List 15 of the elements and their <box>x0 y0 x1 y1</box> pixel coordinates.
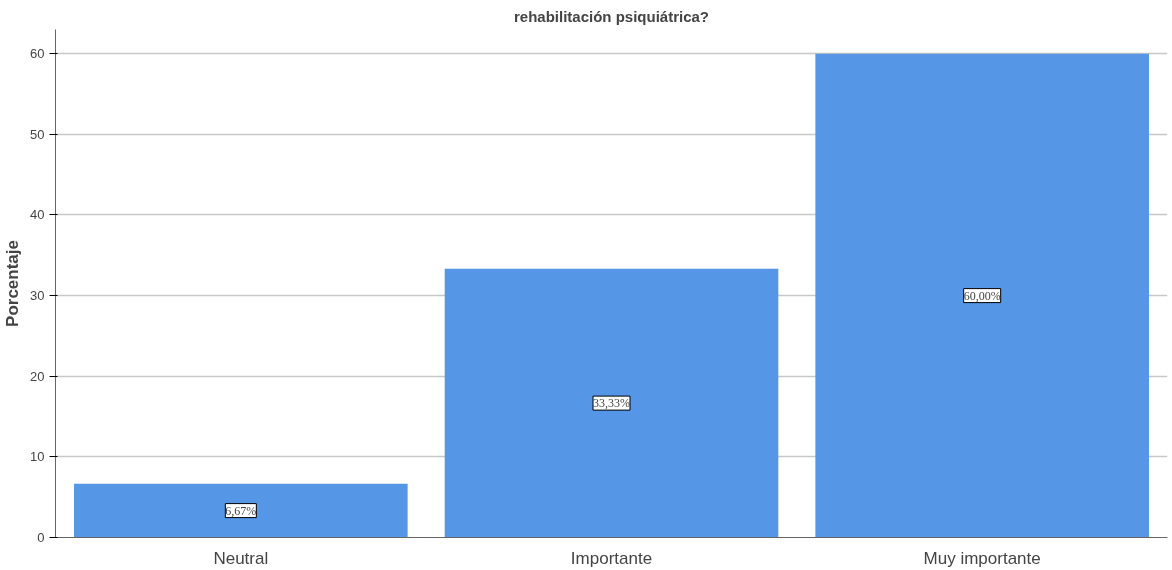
bar <box>74 483 408 538</box>
bar <box>444 268 779 538</box>
x-tick-label: Neutral <box>213 548 269 568</box>
y-axis-title: Porcentaje <box>3 240 23 327</box>
y-tick-label: 0 <box>37 530 45 545</box>
x-tick-label: Importante <box>570 548 653 568</box>
bar <box>815 53 1149 538</box>
y-tick-label: 60 <box>30 46 45 62</box>
chart-title: rehabilitación psiquiátrica? <box>513 7 710 25</box>
x-tick-label: Muy importante <box>923 548 1041 568</box>
y-tick-label: 10 <box>30 449 45 465</box>
y-tick-label: 20 <box>30 368 45 384</box>
y-tick-label: 40 <box>30 207 45 223</box>
y-tick-label: 50 <box>30 126 45 142</box>
y-tick-label: 30 <box>30 288 45 304</box>
